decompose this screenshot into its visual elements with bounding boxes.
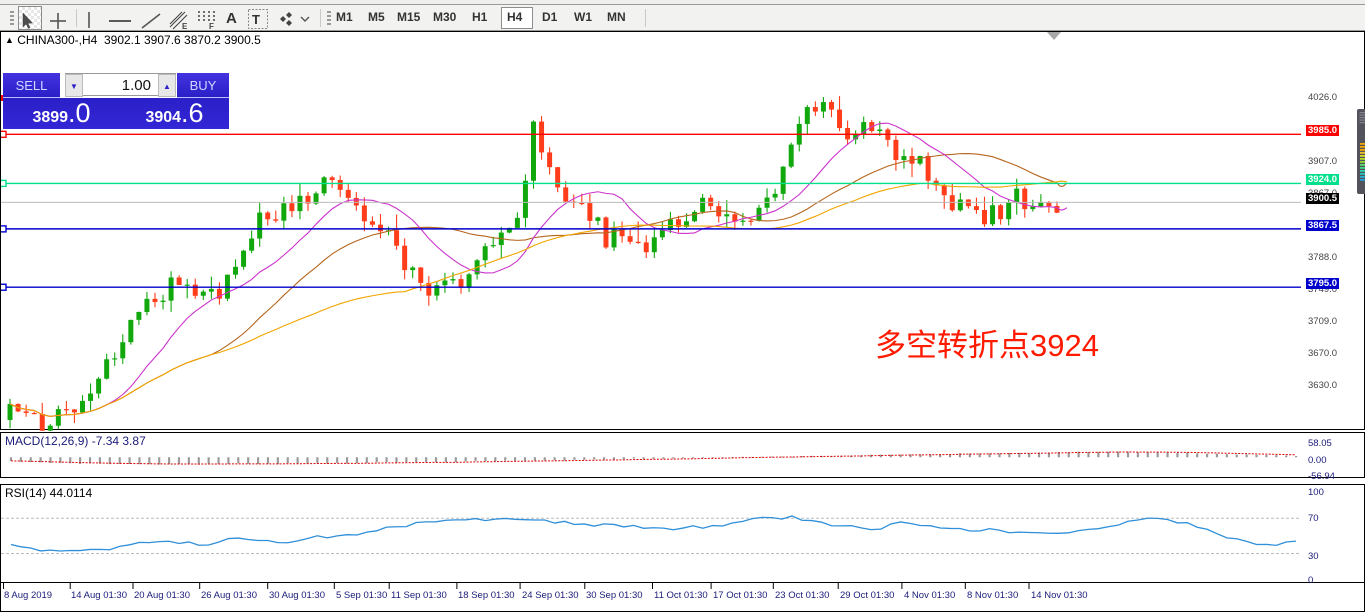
svg-text:T: T [252, 12, 260, 27]
svg-text:E: E [182, 22, 188, 31]
svg-text:F: F [209, 22, 214, 29]
